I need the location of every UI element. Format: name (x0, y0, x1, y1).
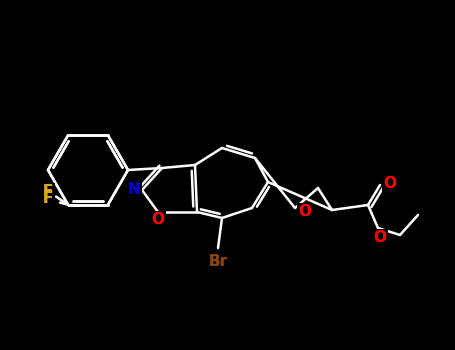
Text: O: O (374, 231, 386, 245)
Text: F: F (43, 184, 53, 199)
Text: Br: Br (208, 254, 228, 270)
Text: O: O (152, 212, 165, 228)
Text: O: O (298, 204, 312, 219)
Text: F: F (43, 184, 53, 199)
Text: O: O (152, 212, 165, 228)
Text: O: O (374, 231, 386, 245)
Text: O: O (298, 204, 312, 219)
Text: O: O (298, 204, 312, 219)
Text: F: F (43, 191, 53, 206)
Text: O: O (384, 175, 396, 190)
Text: N: N (127, 182, 141, 197)
Text: N: N (127, 182, 141, 197)
Text: Br: Br (208, 254, 228, 270)
Text: N: N (127, 182, 141, 197)
Text: O: O (384, 175, 396, 190)
Text: Br: Br (208, 254, 228, 270)
Text: F: F (43, 191, 53, 206)
Text: O: O (374, 231, 386, 245)
Text: F: F (43, 184, 53, 199)
Text: O: O (384, 175, 396, 190)
Text: O: O (152, 212, 165, 228)
Text: F: F (43, 191, 53, 206)
